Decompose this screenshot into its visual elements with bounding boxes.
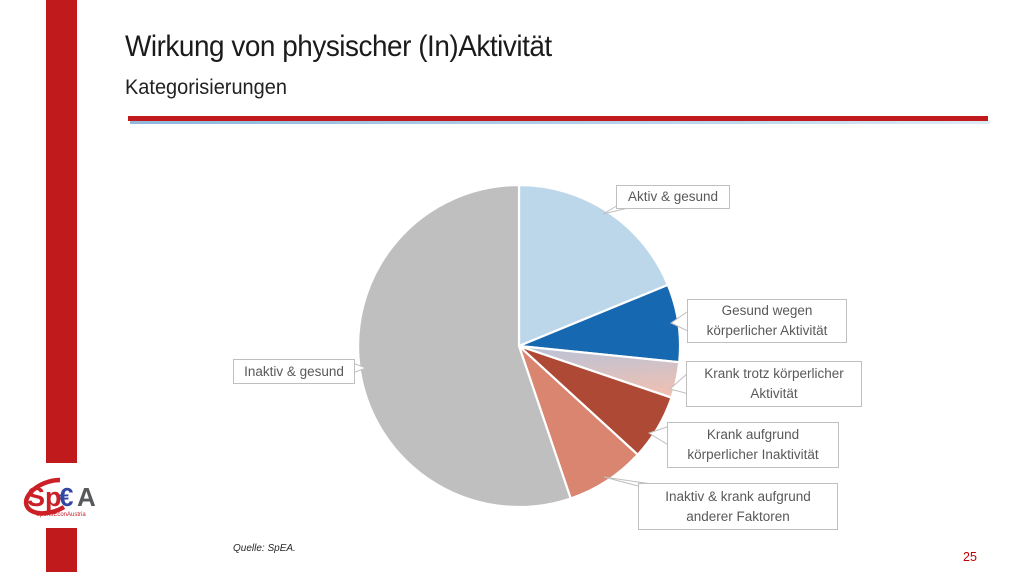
page-subtitle: Kategorisierungen [125,76,287,99]
pie-chart [356,183,682,509]
left-accent-bar-bottom [46,528,77,572]
title-underline-blue [130,121,990,124]
callout-inaktiv-krank: Inaktiv & krank aufgrund anderer Faktore… [638,483,838,530]
callout-gesund-wegen: Gesund wegen körperlicher Aktivität [687,299,847,343]
logo-text-a: A [77,482,96,512]
left-accent-bar-top [46,0,77,463]
spea-logo-graphic: Sp € A SportsEconAustria [23,477,96,518]
callout-krank-trotz: Krank trotz körperlicher Aktivität [686,361,862,407]
logo-subtext: SportsEconAustria [36,512,86,518]
logo-swoosh [23,477,66,516]
logo-text-sp: Sp [27,482,62,512]
source-note: Quelle: SpEA. [233,543,296,554]
callout-aktiv-gesund: Aktiv & gesund [616,185,730,209]
spea-logo: Sp € A SportsEconAustria [14,470,106,527]
title-underline-red [128,116,988,121]
logo-text-euro: € [59,482,73,512]
page-title: Wirkung von physischer (In)Aktivität [125,30,552,63]
callout-krank-aufgrund: Krank aufgrund körperlicher Inaktivität [667,422,839,468]
pie-chart-area [340,167,700,527]
page-number: 25 [963,550,977,564]
callout-inaktiv-gesund: Inaktiv & gesund [233,359,355,384]
